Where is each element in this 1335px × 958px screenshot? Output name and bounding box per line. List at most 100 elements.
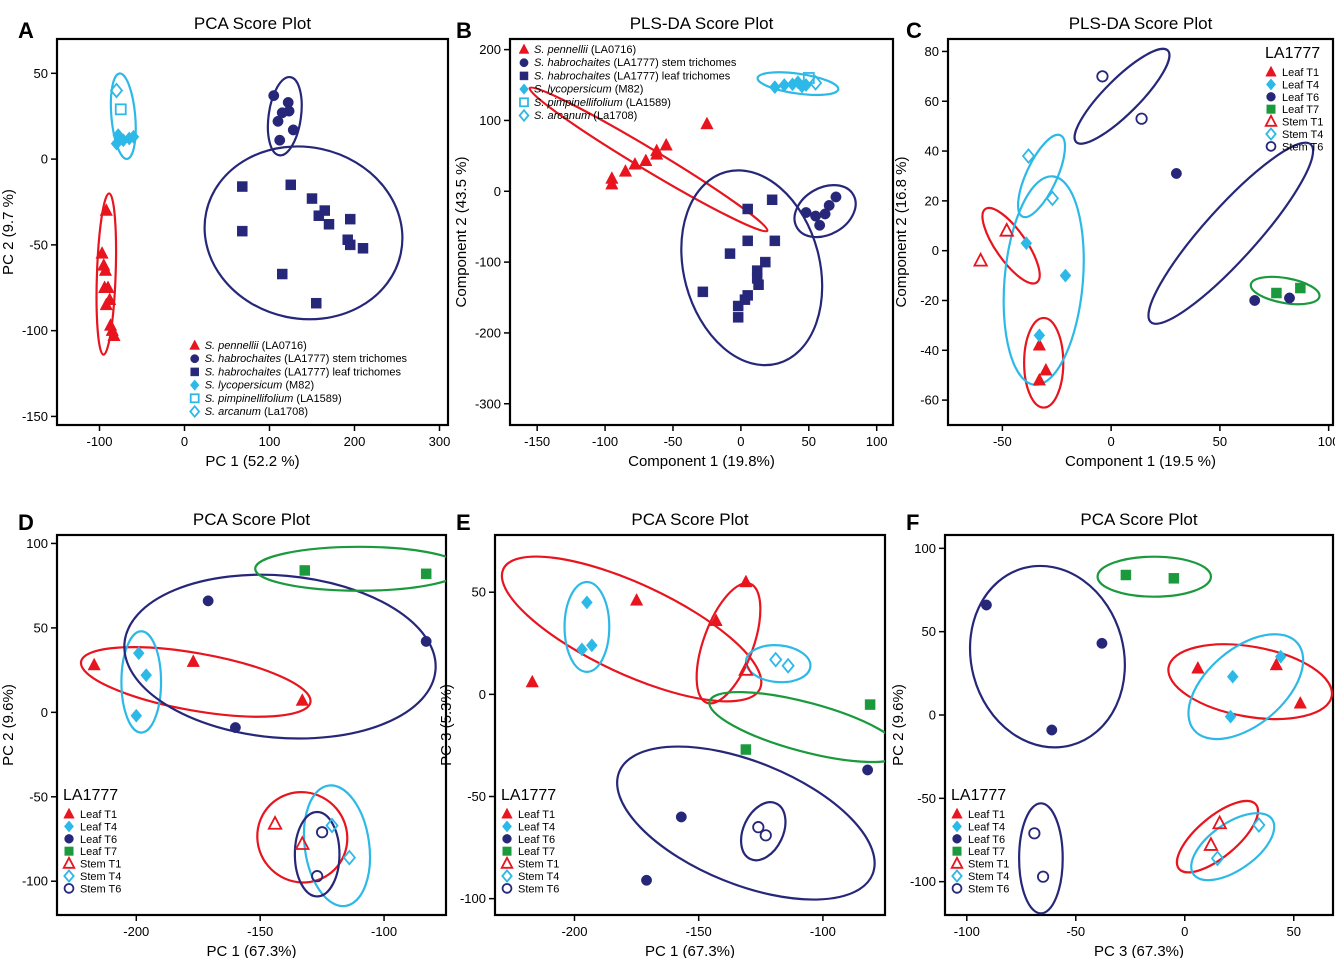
plot-area: [79, 545, 446, 908]
y-tick-label: 200: [479, 42, 501, 57]
legend-marker: [518, 108, 530, 123]
plot-frame: [493, 533, 887, 917]
legend-entry: S. habrochaites (LA1777) stem trichomes: [534, 57, 737, 69]
confidence-ellipse: [203, 145, 404, 321]
data-point: [1170, 168, 1182, 179]
plot-area: [95, 72, 404, 356]
data-point: [110, 136, 123, 151]
confidence-ellipse: [708, 690, 885, 764]
chart-title: PCA Score Plot: [193, 510, 310, 529]
data-point: [1226, 669, 1239, 684]
legend-entry: Leaf T6: [1282, 92, 1319, 104]
confidence-ellipse: [500, 555, 763, 703]
y-tick-label: 50: [34, 620, 48, 635]
y-tick-label: -100: [22, 323, 48, 338]
confidence-ellipse: [756, 71, 840, 97]
data-point: [586, 638, 598, 653]
data-point: [659, 137, 673, 151]
y-tick-label: 80: [925, 44, 939, 59]
confidence-ellipse: [120, 630, 163, 734]
y-tick-label: 100: [479, 113, 501, 128]
y-tick-label: 0: [932, 243, 939, 258]
data-point: [1120, 569, 1132, 581]
data-point: [1046, 724, 1058, 736]
data-point: [800, 207, 812, 218]
data-point: [268, 90, 280, 102]
confidence-ellipse: [1190, 812, 1276, 882]
confidence-ellipse: [79, 646, 312, 718]
data-point: [742, 235, 753, 247]
data-point: [1039, 362, 1053, 376]
confidence-ellipse: [981, 206, 1041, 285]
data-point: [132, 646, 145, 661]
data-point: [999, 222, 1015, 237]
y-tick-label: -40: [920, 343, 939, 358]
confidence-ellipse: [254, 545, 446, 592]
legend-species: S. habrochaites: [534, 70, 611, 82]
legend-marker: [190, 354, 200, 364]
legend-marker: [502, 834, 512, 844]
y-tick-label: -300: [475, 396, 501, 411]
data-point: [769, 235, 781, 247]
legend-marker: [63, 868, 75, 884]
legend-entry: Leaf T4: [1282, 79, 1319, 91]
confidence-ellipse: [739, 801, 787, 862]
plot-frame: [946, 37, 1335, 427]
data-point: [267, 815, 283, 830]
confidence-ellipse: [1187, 633, 1305, 741]
x-tick-label: -50: [664, 434, 683, 449]
legend-accession: (LA0716): [259, 340, 307, 352]
data-point: [345, 239, 356, 251]
data-point: [1269, 657, 1283, 671]
legend-marker: [501, 868, 513, 884]
data-point: [274, 134, 286, 146]
confidence-ellipse: [1018, 802, 1064, 915]
data-point: [697, 286, 709, 298]
data-point: [862, 764, 874, 776]
data-point: [1135, 112, 1148, 125]
legend-marker: [189, 339, 201, 350]
data-point: [1032, 372, 1046, 386]
legend-marker: [502, 846, 512, 856]
data-point: [95, 246, 109, 259]
legend-marker: [951, 820, 963, 833]
x-tick-label: 100: [1318, 434, 1335, 449]
legend-marker: [952, 834, 962, 844]
data-point: [739, 574, 753, 588]
legend-marker: [64, 834, 74, 844]
data-point: [1028, 827, 1041, 840]
legend-title: LA1777: [1265, 45, 1320, 62]
legend-entry: Leaf T6: [518, 834, 555, 846]
y-tick-label: 50: [472, 585, 486, 600]
legend-entry: Leaf T4: [80, 821, 117, 833]
legend-title: LA1777: [501, 787, 556, 804]
legend-title: LA1777: [951, 787, 1006, 804]
legend-accession: (M82): [612, 84, 644, 96]
y-tick-label: 0: [41, 152, 48, 167]
legend-marker: [64, 846, 74, 856]
y-axis-label: PC 2 (9.6%): [890, 684, 907, 766]
legend-marker: [1264, 113, 1278, 127]
panel-label: D: [18, 510, 34, 535]
plot-area: [968, 555, 1333, 915]
confidence-ellipse: [1167, 643, 1333, 721]
data-point: [299, 565, 311, 576]
legend-marker: [63, 883, 75, 894]
legend-entry: Stem T1: [518, 859, 559, 871]
y-tick-label: 50: [34, 66, 48, 81]
y-axis-label: Component 2 (16.8 %): [893, 157, 910, 308]
y-tick-label: -200: [475, 325, 501, 340]
legend-entry: Leaf T1: [518, 809, 555, 821]
data-point: [1191, 660, 1205, 674]
legend-entry: Stem T6: [80, 883, 121, 895]
chart-title: PLS-DA Score Plot: [630, 14, 774, 33]
data-point: [1210, 850, 1225, 867]
data-point: [107, 328, 121, 341]
data-point: [323, 219, 335, 230]
data-point: [345, 213, 356, 225]
legend-entry: Stem T6: [968, 883, 1009, 895]
legend-entry: S. habrochaites (LA1777) leaf trichomes: [534, 70, 731, 82]
legend-marker: [1265, 126, 1277, 142]
data-point: [277, 268, 288, 280]
